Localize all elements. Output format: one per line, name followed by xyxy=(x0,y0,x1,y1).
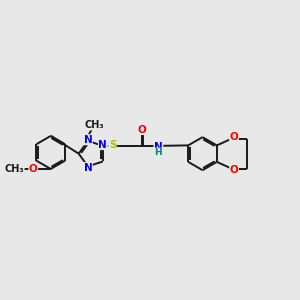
Text: N: N xyxy=(83,135,92,145)
Text: O: O xyxy=(29,164,38,174)
Text: CH₃: CH₃ xyxy=(85,120,104,130)
Text: N: N xyxy=(154,142,163,152)
Text: CH₃: CH₃ xyxy=(4,164,24,174)
Text: N: N xyxy=(98,140,107,150)
Text: H: H xyxy=(154,148,162,157)
Text: N: N xyxy=(83,163,92,172)
Text: S: S xyxy=(109,140,116,150)
Text: O: O xyxy=(230,132,239,142)
Text: O: O xyxy=(137,124,146,134)
Text: O: O xyxy=(230,165,239,175)
